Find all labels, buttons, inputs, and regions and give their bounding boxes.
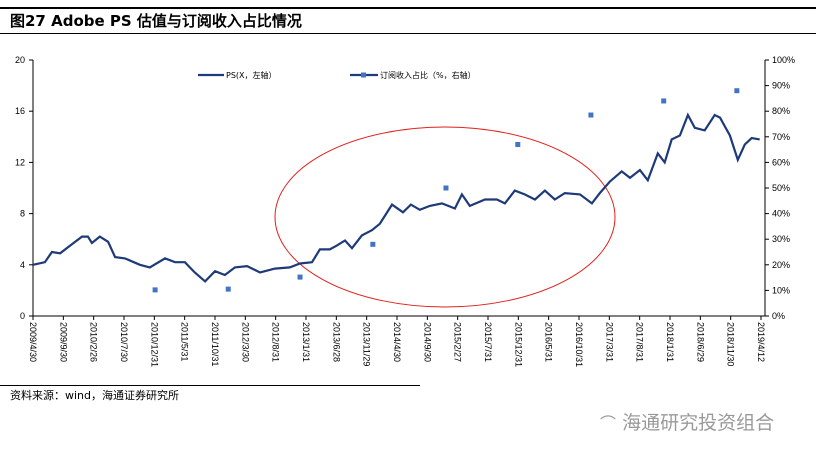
x-tick-label: 2011/5/31 xyxy=(180,322,190,361)
highlight-ellipse xyxy=(274,126,616,308)
x-tick-label: 2010/7/30 xyxy=(119,322,129,362)
y-right-tick-label: 80% xyxy=(772,106,790,116)
subscription-share-point xyxy=(588,112,594,118)
x-tick-label: 2015/12/31 xyxy=(513,322,523,367)
x-tick-label: 2013/6/28 xyxy=(331,322,341,362)
y-right-tick-label: 50% xyxy=(772,183,790,193)
y-right-tick-label: 10% xyxy=(772,285,790,295)
y-right-tick-label: 70% xyxy=(772,132,790,142)
y-left-tick-label: 4 xyxy=(20,260,25,270)
y-left-tick-label: 20 xyxy=(15,55,25,65)
legend-sub-marker xyxy=(361,72,366,78)
legend-sub-label: 订阅收入占比（%，右轴） xyxy=(380,70,476,80)
legend: PS(X，左轴） 订阅收入占比（%，右轴） xyxy=(198,70,476,80)
x-tick-label: 2009/9/30 xyxy=(58,322,68,362)
subscription-share-point xyxy=(734,88,740,94)
x-tick-label: 2016/10/31 xyxy=(574,322,584,367)
y-left-tick-label: 12 xyxy=(15,157,25,167)
watermark-text: 海通研究投资组合 xyxy=(622,412,775,434)
x-tick-label: 2019/4/12 xyxy=(756,322,766,362)
x-tick-label: 2015/7/31 xyxy=(483,322,493,362)
x-tick-label: 2015/2/27 xyxy=(453,322,463,362)
source-note: 资料来源：wind，海通证券研究所 xyxy=(10,389,180,402)
y-right-tick-label: 20% xyxy=(772,260,790,270)
subscription-share-point xyxy=(225,286,231,292)
y-left-tick-label: 16 xyxy=(15,106,25,116)
y-right-tick-label: 0% xyxy=(772,311,785,321)
title-bottom-rule xyxy=(0,33,816,34)
x-tick-label: 2012/8/31 xyxy=(271,322,281,362)
figure-title: 图27 Adobe PS 估值与订阅收入占比情况 xyxy=(10,12,302,30)
y-right-tick-label: 40% xyxy=(772,209,790,219)
subscription-share-point xyxy=(297,274,303,280)
x-tick-label: 2012/3/30 xyxy=(240,322,250,362)
y-left-tick-label: 0 xyxy=(20,311,25,321)
subscription-share-point xyxy=(152,287,158,293)
x-tick-label: 2014/9/30 xyxy=(422,322,432,362)
subscription-share-point xyxy=(443,185,449,191)
x-tick-label: 2017/8/31 xyxy=(635,322,645,362)
subscription-share-point xyxy=(661,98,667,104)
x-tick-label: 2009/4/30 xyxy=(28,322,38,362)
x-tick-label: 2011/10/31 xyxy=(210,322,220,366)
x-tick-label: 2016/5/31 xyxy=(544,322,554,362)
y-left-tick-label: 8 xyxy=(20,209,25,219)
y-right-tick-label: 30% xyxy=(772,234,790,244)
y-right-tick-label: 100% xyxy=(772,55,795,65)
footer-rule xyxy=(0,385,420,386)
watermark: ⌒ 海通研究投资组合 xyxy=(600,408,774,435)
x-tick-label: 2018/11/30 xyxy=(726,322,736,366)
x-tick-label: 2013/11/29 xyxy=(362,322,372,366)
subscription-share-point xyxy=(370,241,376,247)
x-tick-label: 2010/2/26 xyxy=(89,322,99,362)
x-tick-label: 2014/4/30 xyxy=(392,322,402,362)
x-tick-label: 2017/3/31 xyxy=(604,322,614,362)
x-tick-label: 2018/1/31 xyxy=(665,322,675,362)
wechat-icon: ⌒ xyxy=(600,414,617,433)
title-top-rule xyxy=(0,7,816,9)
y-right-tick-label: 60% xyxy=(772,157,790,167)
subscription-share-point xyxy=(515,141,521,147)
legend-ps-label: PS(X，左轴） xyxy=(226,70,277,80)
y-right-tick-label: 90% xyxy=(772,81,790,91)
x-tick-label: 2013/1/31 xyxy=(301,322,311,362)
x-tick-label: 2018/6/29 xyxy=(695,322,705,362)
ps-series-line xyxy=(32,112,760,283)
x-tick-label: 2010/12/31 xyxy=(149,322,159,367)
